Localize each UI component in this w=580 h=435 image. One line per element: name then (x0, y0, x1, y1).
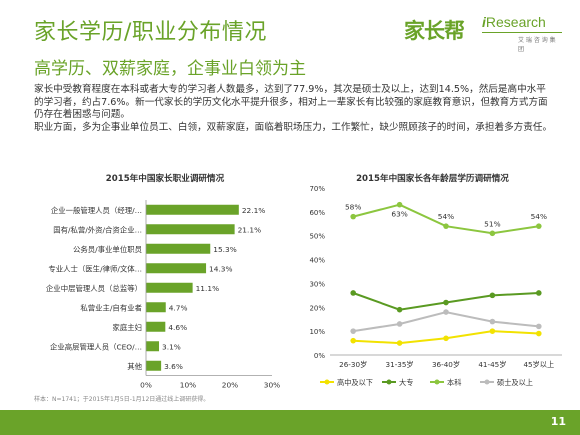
line-x-tick-label: 45岁以上 (523, 360, 554, 369)
bar-category-label: 公务员/事业单位职员 (73, 245, 142, 254)
occupation-bar-chart: 企业一般管理人员（经理/… 22.1% 国有/私营/外资/合资企业… 21.1% 公务员… (46, 200, 280, 390)
series-point (350, 328, 356, 334)
series-data-label: 58% (345, 203, 361, 212)
bar (146, 204, 239, 215)
series-point (536, 223, 542, 229)
bar (146, 243, 211, 254)
series-line (353, 311, 539, 333)
bar-value-label: 21.1% (238, 225, 261, 234)
legend-label: 大专 (399, 378, 413, 387)
page-title: 家长学历/职业分布情况 (34, 20, 267, 45)
series-point (536, 290, 542, 296)
line-y-tick-label: 70% (309, 185, 325, 193)
iresearch-logo-word: iResearch (482, 14, 546, 30)
series-point (489, 328, 496, 334)
bar-value-label: 3.6% (164, 362, 183, 371)
line-y-tick-label: 50% (309, 233, 325, 241)
page-subtitle: 高学历、双薪家庭，企事业白领为主 (34, 59, 306, 79)
bar-value-label: 3.1% (162, 342, 181, 351)
line-x-tick-label: 41-45岁 (478, 360, 506, 369)
series-point (536, 323, 542, 330)
series-point (443, 223, 449, 229)
series-point (396, 340, 403, 346)
iresearch-logo-text: Research (485, 14, 546, 30)
iresearch-logo-i: i (482, 14, 486, 30)
bar-category-label: 国有/私营/外资/合资企业… (53, 225, 142, 234)
bar (146, 321, 166, 332)
body-text: 家长中受教育程度在本科或者大专的学习者人数最多，达到了77.9%，其次是硕士及以… (34, 84, 554, 134)
series-point (350, 213, 356, 220)
series-point (443, 335, 449, 342)
education-chart-title: 2015年中国家长各年龄层学历调研情况 (356, 174, 509, 184)
occupation-chart-title: 2015年中国家长职业调研情况 (105, 174, 225, 184)
line-y-tick-label: 30% (309, 280, 325, 288)
legend-label: 本科 (447, 378, 461, 387)
bar-category-label: 专业人士（医生/律师/文体… (48, 264, 142, 273)
bar-x-tick-label: 10% (180, 381, 196, 390)
bar (146, 224, 235, 235)
legend-label: 硕士及以上 (497, 378, 533, 387)
series-point (489, 292, 496, 299)
bar-value-label: 14.3% (209, 264, 232, 273)
bar-category-label: 企业中层管理人员（总监等） (46, 284, 142, 293)
legend-label: 高中及以下 (337, 378, 373, 387)
legend-marker (484, 379, 490, 385)
legend-marker (386, 379, 392, 385)
line-y-tick-label: 20% (309, 304, 325, 312)
bar (146, 341, 160, 352)
footnote: 样本：N=1741；于2015年1月5日-1月12日通过线上调研获得。 (34, 396, 210, 403)
series-data-label: 51% (484, 219, 500, 228)
bar (146, 360, 162, 371)
bar-category-label: 企业高层管理人员（CEO/… (50, 342, 142, 351)
body-paragraph-education: 家长中受教育程度在本科或者大专的学习者人数最多，达到了77.9%，其次是硕士及以… (34, 84, 548, 121)
series-point (489, 318, 496, 325)
bar-x-tick-label: 20% (222, 381, 238, 390)
line-y-tick-label: 40% (309, 257, 325, 265)
bar-value-label: 15.3% (213, 245, 236, 254)
series-point (489, 230, 496, 237)
line-x-tick-label: 36-40岁 (432, 360, 460, 369)
jiazhangbang-logo: 家长帮 (404, 19, 465, 43)
bar (146, 282, 193, 293)
iresearch-logo-subtitle: 艾 瑞 咨 询 集 团 (518, 37, 556, 53)
series-point (396, 321, 403, 327)
series-data-label: 54% (438, 212, 454, 221)
page-number: 11 (550, 415, 566, 428)
bar-category-label: 其他 (127, 362, 142, 371)
bar-value-label: 11.1% (196, 284, 219, 293)
bar-category-label: 私营业主/自有业者 (80, 303, 142, 312)
bar-x-tick-label: 0% (140, 381, 152, 390)
bar (146, 263, 207, 274)
series-point (396, 201, 403, 208)
series-data-label: 63% (391, 210, 407, 219)
bar-value-label: 4.7% (169, 303, 188, 312)
line-y-tick-label: 60% (309, 209, 325, 217)
bar (146, 302, 166, 313)
series-point (350, 290, 356, 296)
bar-x-tick-label: 30% (264, 381, 280, 390)
iresearch-logo: iResearch 艾 瑞 咨 询 集 团 (470, 14, 562, 53)
body-paragraph-occupation: 职业方面，多为企事业单位员工、白领，双薪家庭，面临着职场压力，工作繁忙，缺少照顾… (34, 121, 553, 133)
line-y-tick-label: 10% (309, 328, 325, 336)
line-x-tick-label: 26-30岁 (339, 360, 367, 369)
series-point (536, 330, 542, 337)
bar-category-label: 企业一般管理人员（经理/… (51, 206, 142, 215)
line-y-tick-label: 0% (314, 352, 325, 360)
series-point (443, 299, 449, 306)
bar-value-label: 4.6% (168, 323, 187, 332)
line-x-tick-label: 31-35岁 (386, 360, 414, 369)
series-point (443, 309, 449, 315)
footer-bar: 11 (0, 410, 580, 435)
bar-category-label: 家庭主妇 (112, 323, 142, 332)
education-line-chart: 0% 10% 20% 30% 40% 50% 60% 70% 26-30岁 31-35岁 36-40… (309, 185, 562, 387)
iresearch-logo-rule (482, 32, 562, 33)
series-point (350, 337, 356, 344)
legend-marker (434, 379, 440, 385)
legend-marker (324, 379, 330, 385)
series-data-label: 54% (531, 212, 547, 221)
bar-value-label: 22.1% (242, 206, 265, 215)
series-point (396, 306, 403, 313)
